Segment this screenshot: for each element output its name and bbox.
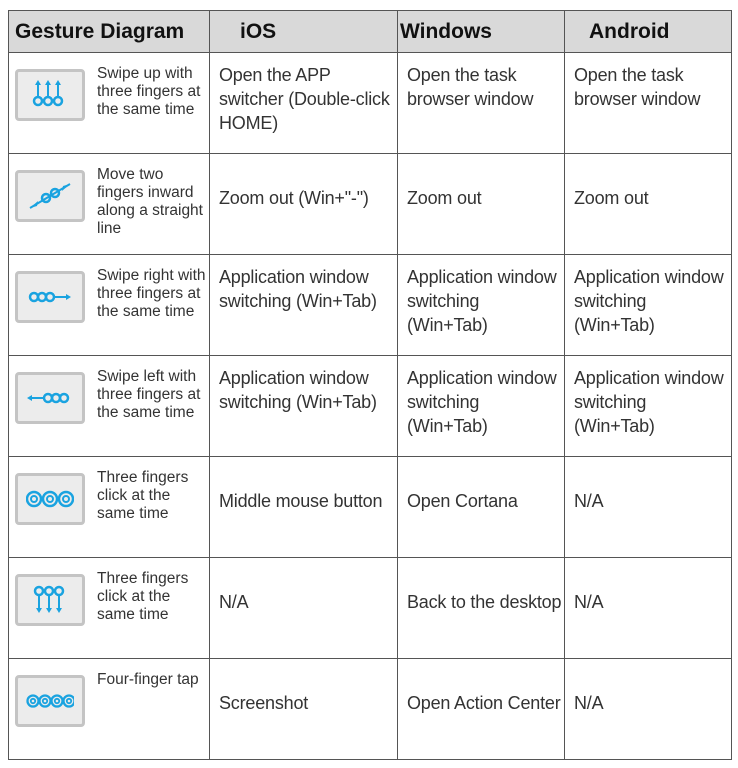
table-row: Three fingers click at the same time Mid… [8,456,732,558]
ios-action: Application window switching (Win+Tab) [219,267,377,311]
ios-action: Middle mouse button [219,491,383,511]
table-row: Four-finger tap Screenshot Open Action C… [8,658,732,760]
android-cell: Open the task browser window [564,52,732,154]
table-row: Three fingers click at the same time N/A… [8,557,732,659]
ios-action: N/A [219,592,249,612]
android-action: N/A [574,693,604,713]
table-row: Swipe right with three fingers at the sa… [8,254,732,356]
gesture-cell: Four-finger tap [8,658,210,760]
gesture-description: Three fingers click at the same time [97,570,189,623]
gesture-description: Three fingers click at the same time [97,469,189,522]
android-cell: N/A [564,456,732,558]
ios-action: Screenshot [219,693,309,713]
table-row: Swipe left with three fingers at the sam… [8,355,732,457]
ios-action: Open the APP switcher (Double-click HOME… [219,65,390,133]
gesture-table: Gesture Diagram iOS Windows Android Swip… [8,10,732,760]
windows-cell: Application window switching (Win+Tab) [397,254,565,356]
ios-cell: Open the APP switcher (Double-click HOME… [209,52,398,154]
three-finger-swipe-left-icon [15,372,85,424]
ios-cell: Screenshot [209,658,398,760]
android-action: Open the task browser window [574,65,701,109]
windows-cell: Application window switching (Win+Tab) [397,355,565,457]
android-cell: Application window switching (Win+Tab) [564,355,732,457]
android-action: Application window switching (Win+Tab) [574,267,724,335]
android-cell: N/A [564,557,732,659]
three-finger-swipe-up-icon [15,69,85,121]
windows-action: Application window switching (Win+Tab) [407,368,557,436]
ios-action: Application window switching (Win+Tab) [219,368,377,412]
windows-action: Application window switching (Win+Tab) [407,267,557,335]
android-cell: N/A [564,658,732,760]
header-windows: Windows [397,10,565,53]
ios-cell: Middle mouse button [209,456,398,558]
android-action: N/A [574,592,604,612]
ios-cell: Application window switching (Win+Tab) [209,355,398,457]
windows-action: Zoom out [407,188,482,208]
gesture-description: Four-finger tap [97,671,199,688]
gesture-description: Swipe left with three fingers at the sam… [97,368,201,421]
ios-cell: Zoom out (Win+"-") [209,153,398,255]
header-row: Gesture Diagram iOS Windows Android [8,10,732,53]
gesture-cell: Swipe left with three fingers at the sam… [8,355,210,457]
windows-cell: Back to the desktop [397,557,565,659]
ios-cell: Application window switching (Win+Tab) [209,254,398,356]
android-action: Zoom out [574,188,649,208]
gesture-description: Move two fingers inward along a straight… [97,166,203,237]
windows-cell: Open Cortana [397,456,565,558]
gesture-cell: Move two fingers inward along a straight… [8,153,210,255]
windows-cell: Open the task browser window [397,52,565,154]
windows-cell: Zoom out [397,153,565,255]
gesture-cell: Three fingers click at the same time [8,456,210,558]
ios-action: Zoom out (Win+"-") [219,188,369,208]
android-action: N/A [574,491,604,511]
windows-action: Open Cortana [407,491,518,511]
gesture-cell: Three fingers click at the same time [8,557,210,659]
table-row: Move two fingers inward along a straight… [8,153,732,255]
gesture-description: Swipe up with three fingers at the same … [97,65,201,118]
pinch-in-icon [15,170,85,222]
header-gesture-diagram: Gesture Diagram [8,10,210,53]
gesture-cell: Swipe right with three fingers at the sa… [8,254,210,356]
three-finger-swipe-right-icon [15,271,85,323]
windows-action: Back to the desktop [407,592,562,612]
windows-action: Open the task browser window [407,65,534,109]
header-ios: iOS [209,10,398,53]
gesture-description: Swipe right with three fingers at the sa… [97,267,206,320]
table-row: Swipe up with three fingers at the same … [8,52,732,154]
windows-action: Open Action Center [407,693,561,713]
header-android: Android [564,10,732,53]
android-cell: Application window switching (Win+Tab) [564,254,732,356]
ios-cell: N/A [209,557,398,659]
android-cell: Zoom out [564,153,732,255]
three-finger-swipe-down-icon [15,574,85,626]
three-finger-click-icon [15,473,85,525]
android-action: Application window switching (Win+Tab) [574,368,724,436]
windows-cell: Open Action Center [397,658,565,760]
four-finger-tap-icon [15,675,85,727]
gesture-cell: Swipe up with three fingers at the same … [8,52,210,154]
